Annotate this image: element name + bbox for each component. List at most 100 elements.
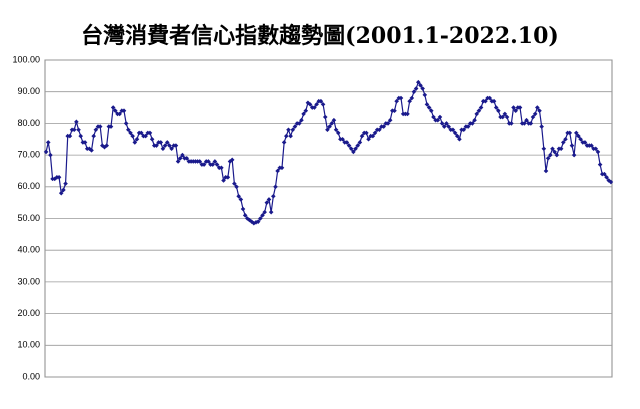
data-point — [63, 181, 68, 186]
y-tick-label: 50.00 — [17, 213, 40, 223]
data-point — [392, 108, 397, 114]
data-point — [104, 143, 109, 148]
data-point — [465, 124, 471, 129]
data-point — [493, 105, 499, 110]
data-point — [420, 86, 425, 91]
data-point — [139, 130, 144, 136]
data-point — [283, 133, 289, 139]
data-point — [290, 127, 296, 133]
data-point — [249, 219, 254, 224]
data-point — [385, 121, 391, 126]
data-point — [541, 146, 547, 152]
data-point — [496, 108, 501, 114]
data-point — [164, 140, 170, 145]
y-tick-label: 40.00 — [17, 245, 40, 255]
data-point — [251, 220, 257, 226]
data-point — [424, 102, 430, 107]
data-point — [271, 194, 276, 199]
data-point — [476, 108, 482, 114]
data-point — [87, 146, 92, 152]
data-point — [149, 136, 155, 142]
data-point — [197, 159, 203, 164]
data-point — [128, 130, 133, 136]
data-point — [268, 209, 274, 215]
data-point — [357, 140, 363, 145]
data-point — [532, 111, 538, 117]
data-point — [180, 152, 185, 158]
data-point — [537, 108, 542, 114]
data-point — [604, 174, 609, 180]
data-point — [545, 155, 551, 161]
data-point — [504, 114, 510, 120]
data-point — [173, 143, 179, 148]
data-point — [238, 197, 244, 202]
data-point — [444, 121, 449, 126]
data-point — [487, 95, 493, 101]
data-point — [522, 121, 527, 126]
data-point — [130, 133, 135, 139]
data-point — [431, 114, 436, 120]
data-point — [286, 127, 291, 133]
data-point — [212, 159, 218, 164]
data-point — [426, 105, 432, 110]
data-point — [593, 146, 599, 152]
data-point — [454, 133, 460, 139]
data-point — [597, 162, 603, 167]
data-point — [552, 149, 557, 155]
data-point — [275, 168, 280, 174]
data-point — [441, 124, 447, 129]
data-point — [608, 179, 614, 185]
data-point — [528, 121, 534, 126]
data-point — [595, 149, 601, 155]
data-point — [74, 119, 79, 125]
data-point — [409, 95, 415, 101]
data-point — [602, 171, 607, 177]
data-line — [45, 80, 612, 224]
y-tick-label: 20.00 — [17, 308, 40, 318]
data-point — [121, 108, 127, 114]
data-point — [353, 146, 358, 152]
data-point — [162, 143, 168, 148]
data-point — [428, 108, 434, 114]
data-point — [578, 136, 583, 142]
data-point — [158, 140, 164, 145]
y-tick-label: 0.00 — [22, 371, 40, 381]
data-point — [134, 136, 140, 142]
data-point — [398, 95, 404, 101]
data-point — [359, 133, 365, 139]
data-point — [242, 213, 248, 218]
data-point — [43, 149, 49, 155]
data-point — [132, 140, 138, 145]
data-point — [576, 133, 581, 139]
data-point — [93, 127, 99, 133]
data-point — [264, 200, 270, 205]
data-point — [273, 184, 278, 190]
data-point — [221, 178, 226, 183]
data-point — [240, 206, 246, 212]
data-point — [344, 140, 350, 145]
data-point — [472, 117, 477, 123]
data-point — [225, 174, 231, 180]
data-point — [405, 111, 410, 117]
data-point — [219, 165, 224, 171]
data-point — [500, 114, 506, 120]
data-point — [461, 127, 467, 133]
data-point — [201, 162, 207, 167]
data-point — [102, 144, 107, 150]
data-point — [491, 98, 497, 104]
data-point — [457, 136, 462, 142]
data-point — [279, 165, 285, 171]
data-point — [288, 133, 293, 139]
data-point — [340, 136, 345, 142]
data-point — [502, 111, 508, 117]
data-point — [232, 181, 237, 186]
data-point — [184, 155, 190, 161]
data-point — [387, 117, 393, 123]
data-point — [214, 162, 220, 167]
data-point — [411, 89, 417, 94]
data-point — [517, 105, 523, 110]
data-point — [422, 92, 428, 98]
data-point — [160, 146, 166, 152]
data-point — [71, 127, 77, 133]
